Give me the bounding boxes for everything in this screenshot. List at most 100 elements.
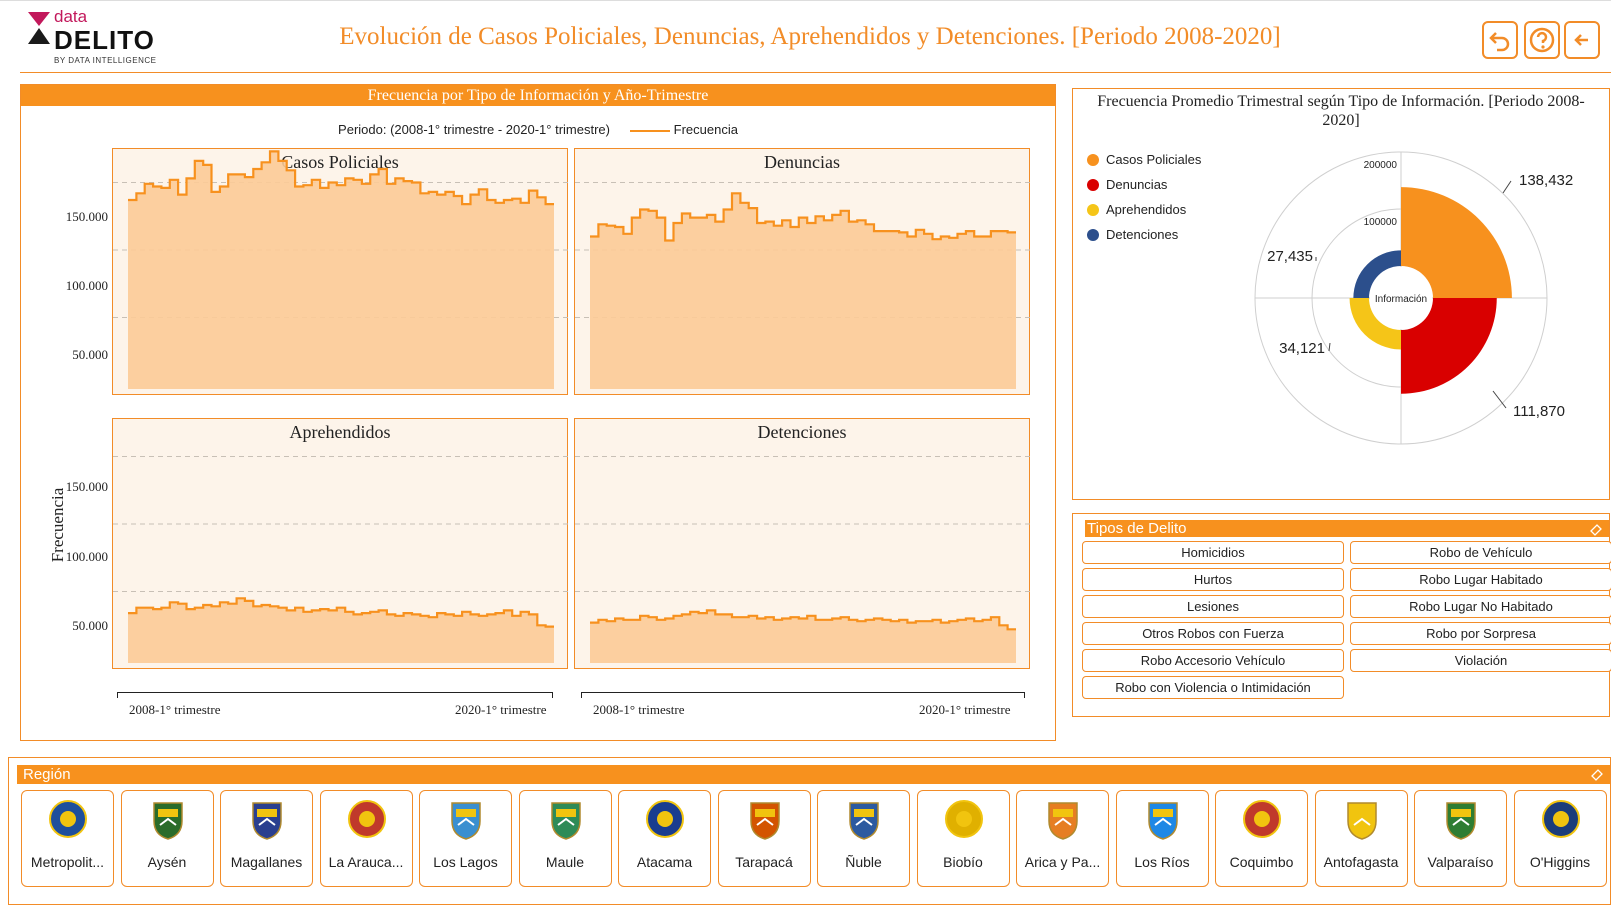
legend-dot [1087,178,1099,191]
help-button[interactable] [1524,21,1560,59]
region-label: Maule [545,854,585,870]
region-card[interactable]: La Arauca... [319,790,413,887]
region-card[interactable]: Magallanes [220,790,313,887]
y-tick-label: 100.000 [65,549,108,564]
chart-denuncias: Denuncias [574,148,1031,395]
region-label: Coquimbo [1229,854,1294,870]
delito-button[interactable]: Homicidios [1082,541,1344,564]
radial-chart-svg: 200000 100000 Información 138,432 111,870 34,… [1254,151,1573,445]
logo-triangle-icon [28,28,50,44]
region-label: Los Ríos [1134,854,1190,870]
radial-title: Frecuencia Promedio Trimestral según Tip… [1097,93,1585,129]
legend-item[interactable]: Denuncias [1087,177,1167,192]
logo-data-text: data [54,7,88,26]
center-label: Información [1375,294,1427,305]
logo-delito-text: DELITO [54,25,155,55]
region-label: Valparaíso [1427,854,1494,870]
legend-item[interactable]: Detenciones [1087,227,1178,242]
delito-button[interactable]: Robo por Sorpresa [1350,622,1611,645]
region-label: Biobío [943,854,983,870]
chart-title: Aprehendidos [289,422,391,442]
leader-line [1492,390,1507,409]
back-button[interactable] [1564,21,1600,59]
region-card[interactable]: Ñuble [817,790,910,887]
region-emblem-icon [749,802,780,840]
x-axis-line [581,692,1025,698]
series-line[interactable] [590,609,1016,631]
radial-bar-0[interactable] [1401,187,1512,298]
radial-bar-1[interactable] [1401,298,1497,394]
region-card[interactable]: Biobío [916,790,1010,887]
value-label: 34,121 [1279,340,1325,357]
series-line[interactable] [590,192,1016,242]
delito-button[interactable]: Otros Robos con Fuerza [1082,622,1344,645]
region-emblem-icon [49,800,87,838]
value-label: 138,432 [1519,172,1573,189]
chart-title: Detenciones [757,422,847,442]
region-card[interactable]: Los Ríos [1115,790,1209,887]
undo-button[interactable] [1482,21,1518,59]
region-emblem-icon [347,800,386,838]
region-card[interactable]: O'Higgins [1513,790,1607,887]
y-tick-label: 100.000 [65,278,108,293]
delito-button[interactable]: Lesiones [1082,595,1344,618]
area-fill [128,151,554,389]
chart-aprehendidos-svg [113,456,569,663]
region-card[interactable]: Antofagasta [1314,790,1408,887]
chart-casos-policiales: Casos Policiales [112,148,569,395]
region-emblem-icon [944,800,983,838]
region-card[interactable]: Aysén [120,790,214,887]
eraser-icon[interactable] [1590,767,1604,781]
region-card[interactable]: Los Lagos [419,790,512,887]
region-card[interactable]: Metropolit... [21,790,114,887]
legend-item[interactable]: Casos Policiales [1087,152,1201,167]
legend-dot [1087,228,1099,241]
legend-line-swatch [629,129,670,132]
logo-byline: BY DATA INTELLIGENCE [54,56,157,65]
delito-button[interactable]: Violación [1350,649,1611,672]
region-emblem-icon [550,802,581,840]
region-card[interactable]: Atacama [618,790,711,887]
frecuencia-panel: Frecuencia por Tipo de Información y Año… [20,84,1056,741]
series-line[interactable] [128,597,554,628]
leader-line [1328,342,1331,352]
y-tick-label: 50.000 [72,347,108,362]
region-emblem-icon [1243,800,1281,838]
region-card[interactable]: Arica y Pa... [1016,790,1109,887]
series-line[interactable] [128,150,554,206]
page-title: Evolución de Casos Policiales, Denuncias… [339,23,1281,50]
delito-button[interactable]: Robo Lugar Habitado [1350,568,1611,591]
header-divider [20,72,1611,73]
delito-button[interactable]: Hurtos [1082,568,1344,591]
delito-button[interactable]: Robo de Vehículo [1350,541,1611,564]
legend-label: Aprehendidos [1106,202,1187,217]
region-label: La Arauca... [328,854,404,870]
y-tick-label: 150.000 [65,209,108,224]
chart-title: Casos Policiales [281,152,399,172]
x-tick-start: 2008-1° trimestre [129,702,221,717]
ring-label: 200000 [1364,160,1398,171]
logo-triangle-icon [28,12,50,26]
legend-item[interactable]: Aprehendidos [1087,202,1186,217]
region-card[interactable]: Coquimbo [1215,790,1308,887]
delito-button[interactable]: Robo con Violencia o Intimidación [1082,676,1344,699]
radial-bar-3[interactable] [1353,250,1401,298]
eraser-icon[interactable] [1589,522,1603,536]
center-hole [1370,267,1432,329]
radial-bar-2[interactable] [1349,298,1401,350]
area-fill [590,193,1016,389]
delito-button[interactable]: Robo Lugar No Habitado [1350,595,1611,618]
undo-icon [1489,32,1510,52]
delito-button[interactable]: Robo Accesorio Vehículo [1082,649,1344,672]
region-card[interactable]: Tarapacá [717,790,811,887]
region-card[interactable]: Maule [518,790,612,887]
x-axis-line [117,692,553,698]
region-emblem-icon [1541,800,1580,838]
chart-legend: Periodo: (2008-1° trimestre - 2020-1° tr… [21,122,1055,137]
region-label: Magallanes [230,854,303,870]
region-label: O'Higgins [1529,854,1591,870]
legend-dot [1087,203,1099,216]
region-card[interactable]: Valparaíso [1414,790,1507,887]
back-arrow-icon [1574,34,1588,46]
region-label: Metropolit... [30,854,105,870]
